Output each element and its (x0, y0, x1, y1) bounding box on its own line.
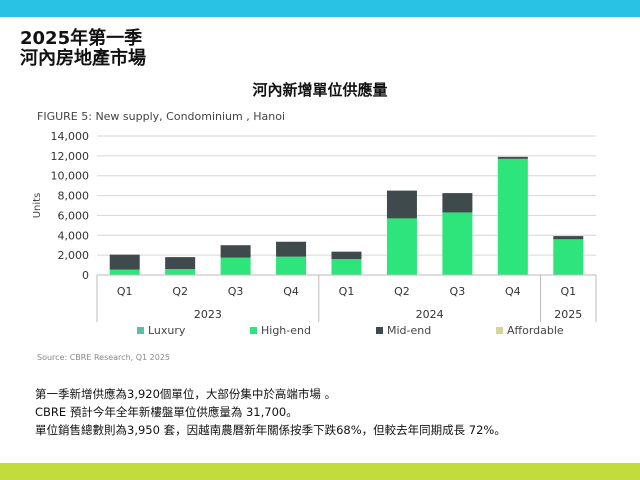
x-tick-label: Q2 (394, 285, 410, 298)
bar-high-end (165, 269, 196, 275)
bar-mid-end (553, 236, 584, 240)
bar-mid-end (165, 257, 196, 270)
group-label: 2025 (554, 308, 582, 321)
legend-entry: Mid-end (387, 324, 431, 337)
bar-high-end (276, 256, 307, 275)
summary-text: 第一季新增供應為3,920個單位，大部份集中於高端市場 。 CBRE 預計今年全… (35, 385, 506, 439)
summary-line-3: 單位銷售總數則為3,950 套，因越南農曆新年關係按季下跌68%，但較去年同期成… (35, 423, 506, 437)
legend-swatch (137, 327, 144, 334)
legend-entry: Affordable (507, 324, 564, 337)
x-tick-label: Q4 (283, 285, 299, 298)
bar-high-end (331, 259, 362, 275)
bar-high-end (497, 158, 528, 275)
y-tick-label: 2,000 (58, 249, 90, 262)
summary-line-1: 第一季新增供應為3,920個單位，大部份集中於高端市場 。 (35, 387, 337, 401)
x-tick-label: Q3 (450, 285, 466, 298)
heading-line-1: 2025年第一季 (20, 28, 143, 49)
legend-entry: Luxury (148, 324, 186, 337)
y-tick-label: 4,000 (58, 229, 90, 242)
legend-swatch (496, 327, 503, 334)
page-heading: 2025年第一季 河內房地產市場 (20, 29, 146, 69)
x-tick-label: Q1 (560, 285, 576, 298)
bottom-accent-bar (0, 463, 640, 480)
bar-mid-end (109, 254, 140, 270)
y-axis-label: Units (32, 193, 43, 219)
summary-line-2: CBRE 預計今年全年新樓盤單位供應量為 31,700。 (35, 405, 298, 419)
legend-swatch (250, 327, 257, 334)
top-accent-bar (0, 0, 640, 17)
legend-entry: High-end (261, 324, 311, 337)
group-label: 2024 (416, 308, 444, 321)
x-tick-label: Q1 (339, 285, 355, 298)
y-tick-label: 12,000 (51, 150, 90, 163)
x-tick-label: Q3 (228, 285, 244, 298)
bar-mid-end (331, 251, 362, 260)
bar-high-end (386, 218, 417, 275)
figure-label: FIGURE 5: New supply, Condominium , Hano… (37, 110, 285, 123)
bar-high-end (442, 212, 473, 275)
y-tick-label: 6,000 (58, 209, 90, 222)
legend-swatch (376, 327, 383, 334)
bar-high-end (109, 269, 140, 275)
x-tick-label: Q1 (117, 285, 133, 298)
y-tick-label: 14,000 (51, 130, 90, 143)
bar-mid-end (442, 193, 473, 213)
bar-mid-end (220, 245, 251, 258)
bar-mid-end (497, 156, 528, 159)
y-tick-label: 10,000 (51, 170, 90, 183)
y-tick-label: 8,000 (58, 190, 90, 203)
bar-mid-end (386, 190, 417, 219)
group-label: 2023 (194, 308, 222, 321)
bar-high-end (553, 239, 584, 275)
chart-title: 河內新增單位供應量 (252, 81, 388, 99)
y-tick-label: 0 (82, 269, 89, 282)
x-tick-label: Q2 (172, 285, 188, 298)
x-tick-label: Q4 (505, 285, 521, 298)
bar-high-end (220, 257, 251, 275)
bar-mid-end (276, 241, 307, 257)
heading-line-2: 河內房地產市場 (20, 48, 146, 69)
source-note: Source: CBRE Research, Q1 2025 (37, 353, 171, 362)
